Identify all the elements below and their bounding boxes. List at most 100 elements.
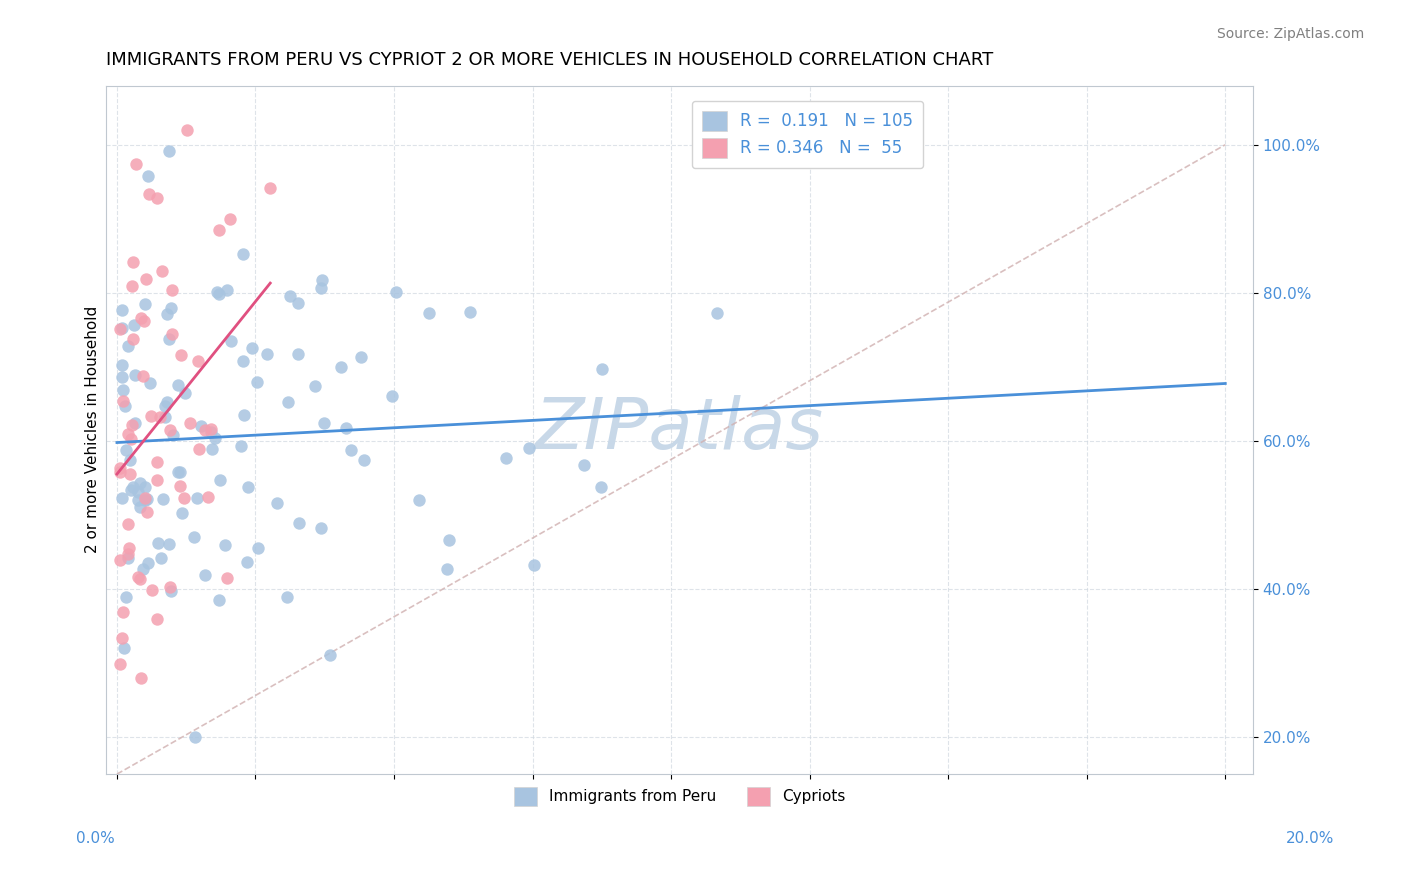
Point xyxy=(134,491,156,505)
Point xyxy=(108,465,131,479)
Point xyxy=(115,590,138,604)
Point xyxy=(193,423,215,437)
Point xyxy=(200,425,222,440)
Point xyxy=(276,590,298,604)
Point xyxy=(112,394,135,409)
Text: 20.0%: 20.0% xyxy=(1286,831,1334,846)
Point xyxy=(256,347,278,361)
Point xyxy=(146,191,169,205)
Point xyxy=(153,410,176,425)
Point xyxy=(159,580,181,594)
Text: Source: ZipAtlas.com: Source: ZipAtlas.com xyxy=(1216,27,1364,41)
Point xyxy=(439,533,461,547)
Point xyxy=(186,491,208,505)
Point xyxy=(335,420,357,434)
Text: IMMIGRANTS FROM PERU VS CYPRIOT 2 OR MORE VEHICLES IN HOUSEHOLD CORRELATION CHAR: IMMIGRANTS FROM PERU VS CYPRIOT 2 OR MOR… xyxy=(105,51,993,69)
Point xyxy=(219,334,242,349)
Point xyxy=(236,480,259,494)
Point xyxy=(117,541,139,556)
Point xyxy=(117,550,139,565)
Point xyxy=(127,569,149,583)
Point xyxy=(141,583,163,598)
Point xyxy=(246,375,269,389)
Point xyxy=(304,378,326,392)
Point xyxy=(278,289,301,303)
Point xyxy=(162,428,184,442)
Point xyxy=(136,492,159,507)
Point xyxy=(115,443,138,458)
Point xyxy=(311,273,333,287)
Point xyxy=(127,485,149,500)
Point xyxy=(408,493,430,508)
Point xyxy=(204,431,226,445)
Point xyxy=(118,467,141,481)
Point xyxy=(111,632,134,646)
Point xyxy=(176,123,198,137)
Point xyxy=(157,537,180,551)
Point xyxy=(418,306,440,320)
Point xyxy=(122,318,145,333)
Point xyxy=(187,353,209,368)
Point xyxy=(134,492,156,507)
Point xyxy=(208,473,231,487)
Point xyxy=(340,443,363,458)
Y-axis label: 2 or more Vehicles in Household: 2 or more Vehicles in Household xyxy=(86,306,100,553)
Point xyxy=(139,376,162,391)
Point xyxy=(134,297,156,311)
Point xyxy=(167,378,190,392)
Point xyxy=(169,479,191,493)
Point xyxy=(288,516,311,530)
Point xyxy=(150,264,173,278)
Point xyxy=(145,612,167,626)
Point xyxy=(122,333,145,347)
Point xyxy=(169,465,191,479)
Point xyxy=(145,454,167,468)
Point xyxy=(173,491,195,505)
Point xyxy=(381,389,404,403)
Point xyxy=(111,491,134,506)
Point xyxy=(108,460,131,475)
Point xyxy=(132,314,155,328)
Legend: Immigrants from Peru, Cypriots: Immigrants from Peru, Cypriots xyxy=(505,778,855,814)
Point xyxy=(124,156,146,170)
Point xyxy=(121,418,143,433)
Point xyxy=(111,358,134,372)
Point xyxy=(458,305,481,319)
Point xyxy=(120,433,142,447)
Point xyxy=(194,568,217,582)
Point xyxy=(112,605,135,619)
Point xyxy=(217,571,239,585)
Point xyxy=(156,307,179,321)
Point xyxy=(201,442,224,457)
Point xyxy=(135,505,157,519)
Point xyxy=(353,452,375,467)
Point xyxy=(495,451,517,466)
Point xyxy=(111,370,134,384)
Point xyxy=(112,383,135,397)
Point xyxy=(148,409,170,424)
Point xyxy=(138,186,160,201)
Point xyxy=(706,306,728,320)
Point xyxy=(111,302,134,317)
Point xyxy=(276,395,298,409)
Point xyxy=(233,408,256,422)
Point xyxy=(157,332,180,346)
Point xyxy=(384,285,406,299)
Point xyxy=(129,311,152,326)
Point xyxy=(153,399,176,413)
Point xyxy=(259,180,281,194)
Point xyxy=(146,474,169,488)
Point xyxy=(170,348,193,362)
Point xyxy=(117,427,139,442)
Text: ZIPatlas: ZIPatlas xyxy=(534,395,824,465)
Point xyxy=(157,145,180,159)
Point xyxy=(121,254,143,268)
Point xyxy=(160,283,183,297)
Point xyxy=(187,442,209,456)
Point xyxy=(235,556,257,570)
Point xyxy=(129,476,152,491)
Point xyxy=(214,538,236,552)
Point xyxy=(112,640,135,655)
Point xyxy=(160,326,183,341)
Point xyxy=(132,562,155,576)
